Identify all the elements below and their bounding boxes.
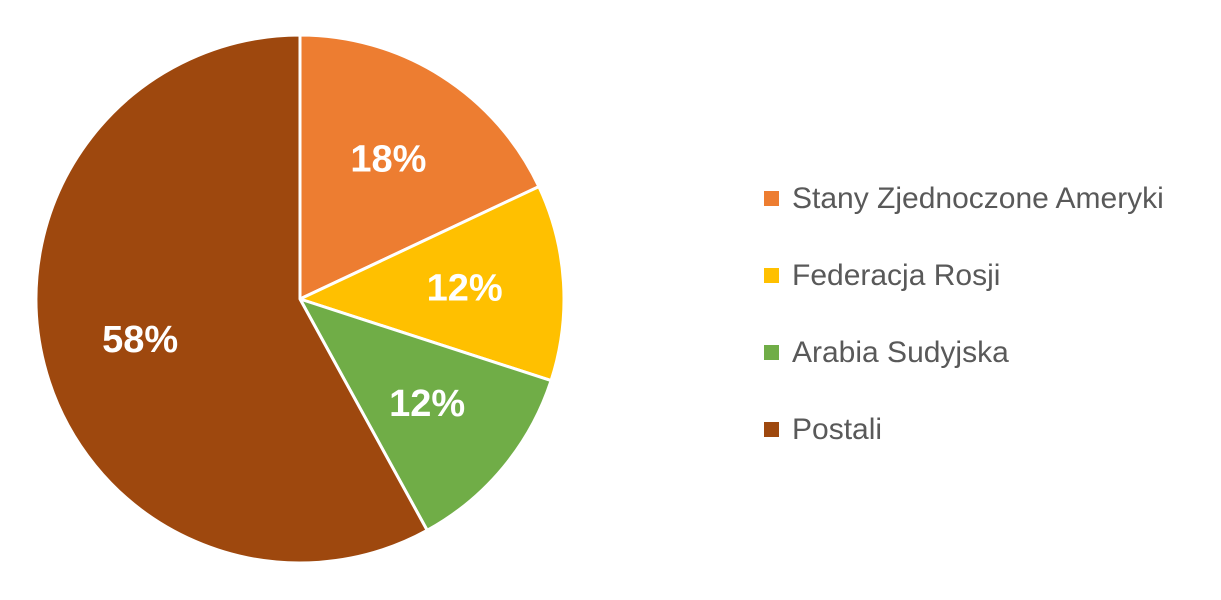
legend-label: Postali — [792, 412, 883, 446]
legend-label: Federacja Rosji — [792, 258, 1001, 292]
legend-label: Stany Zjednoczone Ameryki — [792, 181, 1164, 215]
pie-data-label: 18% — [350, 139, 426, 181]
pie-slice — [298, 185, 566, 383]
legend-label: Arabia Sudyjska — [792, 335, 1009, 369]
pie-slice — [298, 297, 553, 532]
pie-data-labels: 18% 12% 12% 58% — [102, 139, 503, 425]
legend-swatch — [764, 345, 779, 360]
pie-plot-area: 18% 12% 12% 58% — [34, 33, 566, 565]
pie-data-label: 58% — [102, 319, 178, 361]
legend-item: Stany Zjednoczone Ameryki — [764, 160, 1214, 237]
pie-slice — [298, 33, 541, 301]
legend-item: Postali — [764, 391, 1214, 468]
pie-data-label: 12% — [389, 383, 465, 425]
pie-data-label: 12% — [427, 268, 503, 310]
pie-slice — [34, 33, 429, 565]
legend: Stany Zjednoczone Ameryki Federacja Rosj… — [764, 160, 1214, 468]
legend-swatch — [764, 191, 779, 206]
legend-swatch — [764, 268, 779, 283]
legend-item: Arabia Sudyjska — [764, 314, 1214, 391]
pie-slices — [34, 33, 566, 565]
legend-item: Federacja Rosji — [764, 237, 1214, 314]
legend-swatch — [764, 422, 779, 437]
